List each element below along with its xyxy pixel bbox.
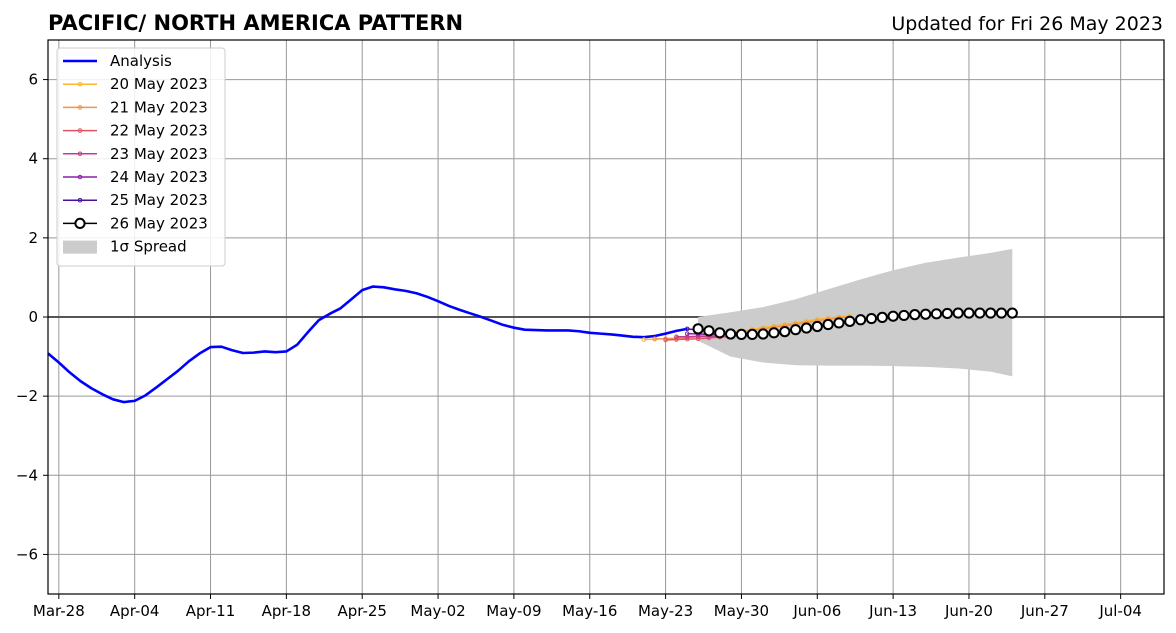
y-tick-label: −4: [16, 466, 38, 484]
y-tick-label: 2: [28, 229, 38, 247]
legend-swatch-marker: [77, 105, 83, 110]
x-tick-label: May-09: [486, 602, 541, 620]
legend-swatch-marker: [77, 151, 83, 157]
x-tick-label: Apr-18: [262, 602, 312, 620]
x-tick-label: Jun-27: [1020, 602, 1069, 620]
current-forecast-point: [941, 307, 953, 320]
x-tick-label: Apr-25: [337, 602, 387, 620]
current-forecast-point: [876, 311, 888, 323]
x-tick-label: May-30: [714, 602, 769, 620]
forecast-line: [687, 332, 720, 336]
legend: Analysis 20 May 2023 21 May 2023 22 May 202…: [56, 47, 226, 267]
forecast-point: [684, 331, 690, 336]
x-tick-label: Apr-11: [186, 602, 236, 620]
current-forecast-point: [1006, 307, 1018, 319]
x-tick-label: May-23: [638, 602, 693, 620]
current-forecast-point: [833, 317, 845, 329]
current-forecast-point: [822, 318, 834, 331]
x-tick-label: Jun-06: [792, 602, 841, 620]
forecast-point: [641, 337, 647, 342]
current-forecast-point: [995, 307, 1008, 319]
legend-label: Analysis: [110, 52, 172, 70]
plot-area: Mar-28 Apr-04 Apr-11 Apr-18 Apr-25 May-02 May-…: [16, 39, 1165, 620]
current-forecast-point: [790, 324, 802, 336]
legend-label: 26 May 2023: [110, 214, 208, 232]
y-tick-label: −2: [16, 387, 38, 405]
forecast-point: [684, 326, 690, 332]
forecast-point: [674, 337, 679, 342]
chart-subtitle: Updated for Fri 26 May 2023: [891, 13, 1163, 35]
spread-band: [698, 248, 1013, 377]
forecast-line: [676, 335, 720, 338]
current-forecast-point: [725, 328, 737, 340]
legend-swatch-spread: [63, 240, 97, 254]
current-forecast-point: [746, 328, 758, 341]
current-forecast-point: [920, 308, 932, 320]
current-forecast-point: [865, 312, 878, 325]
current-forecast-point: [768, 327, 780, 339]
current-forecast-point: [930, 308, 943, 320]
x-tick-label: May-16: [562, 602, 617, 620]
legend-label: 21 May 2023: [110, 98, 208, 116]
legend-label: 20 May 2023: [110, 75, 208, 93]
analysis-line: [47, 285, 688, 404]
y-tick-label: 0: [28, 308, 38, 326]
x-tick-label: Jun-13: [868, 602, 917, 620]
plot-frame: [47, 39, 1165, 595]
current-forecast-point: [811, 320, 823, 333]
forecast-point: [652, 336, 658, 342]
current-forecast-point: [757, 328, 769, 340]
legend-swatch-marker: [77, 174, 83, 180]
current-forecast-point: [974, 307, 986, 319]
y-tick-label: 6: [28, 71, 38, 89]
current-forecast-point: [909, 309, 921, 321]
legend-swatch-marker: [77, 81, 83, 87]
legend-label: 25 May 2023: [110, 191, 208, 209]
current-forecast-point: [855, 314, 867, 326]
legend-swatch-marker: [77, 197, 83, 203]
forecast-point: [674, 334, 679, 340]
legend-swatch-marker: [77, 128, 83, 133]
x-tick-label: Apr-04: [110, 602, 160, 620]
legend-label: 22 May 2023: [110, 122, 208, 140]
current-forecast-point: [844, 315, 856, 327]
x-tick-label: Mar-28: [33, 602, 85, 620]
legend-box: [56, 47, 226, 267]
current-forecast-point: [800, 322, 813, 334]
current-forecast-point: [779, 326, 791, 338]
legend-label: 23 May 2023: [110, 145, 208, 163]
legend-label: 24 May 2023: [110, 168, 208, 186]
current-forecast-point: [952, 307, 964, 319]
x-tick-label: May-02: [410, 602, 465, 620]
x-tick-label: Jun-20: [944, 602, 993, 620]
current-forecast-point: [692, 323, 704, 335]
chart-title: PACIFIC/ NORTH AMERICA PATTERN: [48, 11, 463, 35]
forecast-point: [663, 337, 668, 343]
legend-label: 1σ Spread: [110, 238, 187, 256]
current-forecast-point: [735, 328, 748, 341]
current-forecast-point: [887, 310, 899, 322]
current-forecast-point: [898, 309, 910, 322]
y-tick-label: −6: [16, 545, 38, 563]
y-tick-label: 4: [28, 150, 38, 168]
current-forecast-point: [703, 325, 715, 337]
current-forecast-point: [714, 327, 726, 339]
current-forecast-point: [985, 307, 997, 319]
x-tick-label: Jul-04: [1098, 602, 1142, 620]
legend-swatch-marker: [74, 217, 86, 229]
current-forecast-point: [963, 307, 975, 319]
